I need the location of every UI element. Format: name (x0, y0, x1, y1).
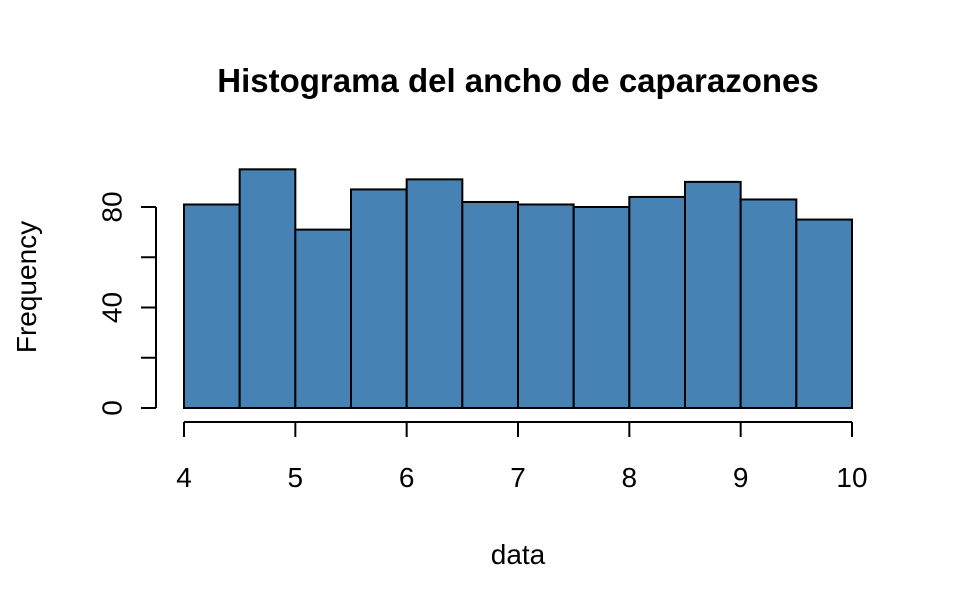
histogram-bar (684, 180, 742, 409)
x-axis: 4 5 6 7 8 9 10 (176, 421, 868, 493)
histogram-bar (461, 200, 520, 409)
x-tick-label: 7 (510, 462, 526, 493)
y-axis-label: Frequency (11, 221, 42, 353)
y-tick-label: 0 (97, 400, 128, 416)
x-tick-label: 8 (622, 462, 638, 493)
histogram-bar (350, 188, 408, 409)
histogram-bar (739, 198, 798, 409)
bars-group (183, 168, 853, 409)
histogram-bar (628, 195, 686, 409)
histogram-bar (517, 203, 575, 409)
histogram-bar (238, 168, 297, 409)
histogram-bar (795, 218, 853, 409)
y-tick-label: 40 (97, 292, 128, 323)
y-tick-label: 80 (97, 191, 128, 222)
y-axis: 0 40 80 (97, 191, 157, 416)
x-tick-label: 9 (733, 462, 749, 493)
chart-title: Histograma del ancho de caparazones (217, 62, 819, 99)
x-tick-label: 4 (176, 462, 192, 493)
x-tick-label: 5 (288, 462, 304, 493)
x-axis-label: data (491, 539, 546, 570)
histogram-bar (405, 178, 464, 409)
histogram-bar (572, 206, 631, 409)
histogram-bar (183, 203, 241, 409)
x-tick-label: 6 (399, 462, 415, 493)
x-tick-label: 10 (836, 462, 867, 493)
histogram-bar (294, 228, 353, 409)
